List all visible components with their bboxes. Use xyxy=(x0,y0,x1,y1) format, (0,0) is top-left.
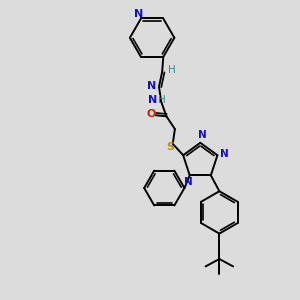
Text: N: N xyxy=(184,177,193,187)
Text: N: N xyxy=(147,81,156,91)
Text: O: O xyxy=(147,109,156,119)
Text: N: N xyxy=(198,130,207,140)
Text: N: N xyxy=(220,149,229,159)
Text: H: H xyxy=(158,95,166,105)
Text: N: N xyxy=(148,95,157,105)
Text: S: S xyxy=(167,142,175,152)
Text: N: N xyxy=(134,9,143,19)
Text: H: H xyxy=(168,65,176,75)
